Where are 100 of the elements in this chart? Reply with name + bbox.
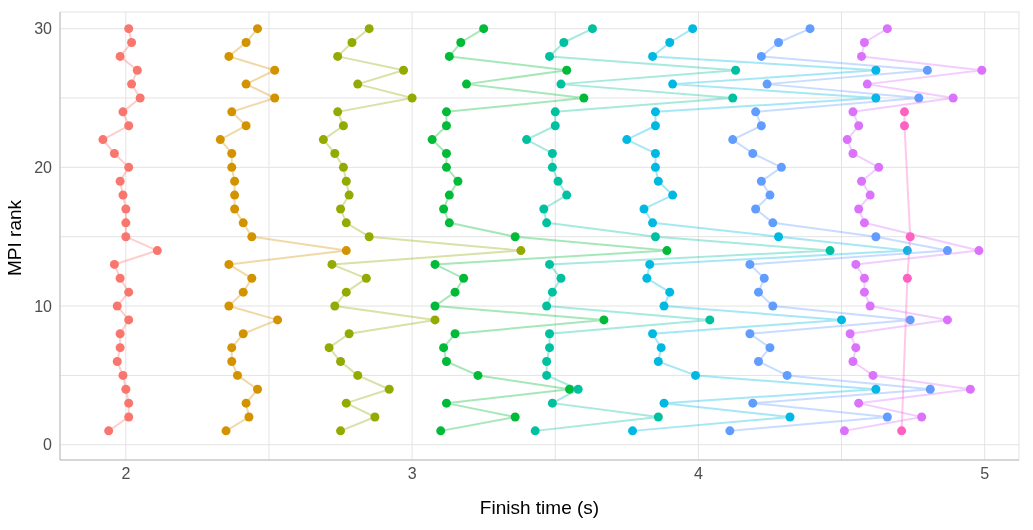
point [848,107,858,117]
point [479,24,489,34]
point [439,204,449,214]
point [556,79,566,89]
point [215,135,225,145]
point [224,259,234,269]
point [842,135,852,145]
point [748,148,758,158]
x-axis-title: Finish time (s) [479,497,600,518]
point [550,107,560,117]
point [642,273,652,283]
point [341,176,351,186]
point [648,218,658,228]
point [756,121,766,131]
point [865,301,875,311]
point [273,315,283,325]
point [224,301,234,311]
x-tick-label: 4 [693,465,703,483]
point [441,357,451,367]
point [441,162,451,172]
point [364,232,374,242]
point [859,38,869,48]
point [902,273,912,283]
point [668,190,678,200]
point [925,384,935,394]
point [547,398,557,408]
point [848,148,858,158]
point [688,24,698,34]
point [745,259,755,269]
x-tick-label: 2 [121,465,131,483]
point [882,412,892,422]
point [899,121,909,131]
point [115,273,125,283]
point [330,148,340,158]
x-tick-label: 5 [980,465,990,483]
point [341,218,351,228]
point [324,343,334,353]
point [124,162,134,172]
point [650,121,660,131]
point [124,315,134,325]
point [109,259,119,269]
point [127,38,137,48]
point [221,426,231,436]
point [124,121,134,131]
point [227,357,237,367]
point [868,370,878,380]
point [545,329,555,339]
point [118,190,128,200]
point [785,412,795,422]
point [550,121,560,131]
point [553,176,563,186]
point [444,218,454,228]
point [453,176,463,186]
point [653,357,663,367]
point [662,246,672,256]
point [859,218,869,228]
point [227,148,237,158]
point [562,190,572,200]
point [230,190,240,200]
point [565,384,575,394]
point [776,162,786,172]
point [547,287,557,297]
point [441,107,451,117]
point [748,398,758,408]
point [728,135,738,145]
point [456,38,466,48]
point [333,107,343,117]
point [384,384,394,394]
point [530,426,540,436]
point [854,121,864,131]
point [135,93,145,103]
point [905,232,915,242]
point [230,204,240,214]
point [731,65,741,75]
point [648,329,658,339]
point [899,107,909,117]
point [344,329,354,339]
point [774,38,784,48]
point [668,79,678,89]
point [230,176,240,186]
point [336,357,346,367]
point [227,343,237,353]
point [905,315,915,325]
point [825,246,835,256]
point [330,301,340,311]
point [871,65,881,75]
point [427,135,437,145]
point [364,24,374,34]
point [227,162,237,172]
point [871,232,881,242]
point [805,24,815,34]
point [127,79,137,89]
point [648,51,658,61]
point [462,79,471,89]
point [441,121,451,131]
point [768,301,778,311]
point [238,218,248,228]
point [545,343,555,353]
point [587,24,597,34]
point [473,370,483,380]
